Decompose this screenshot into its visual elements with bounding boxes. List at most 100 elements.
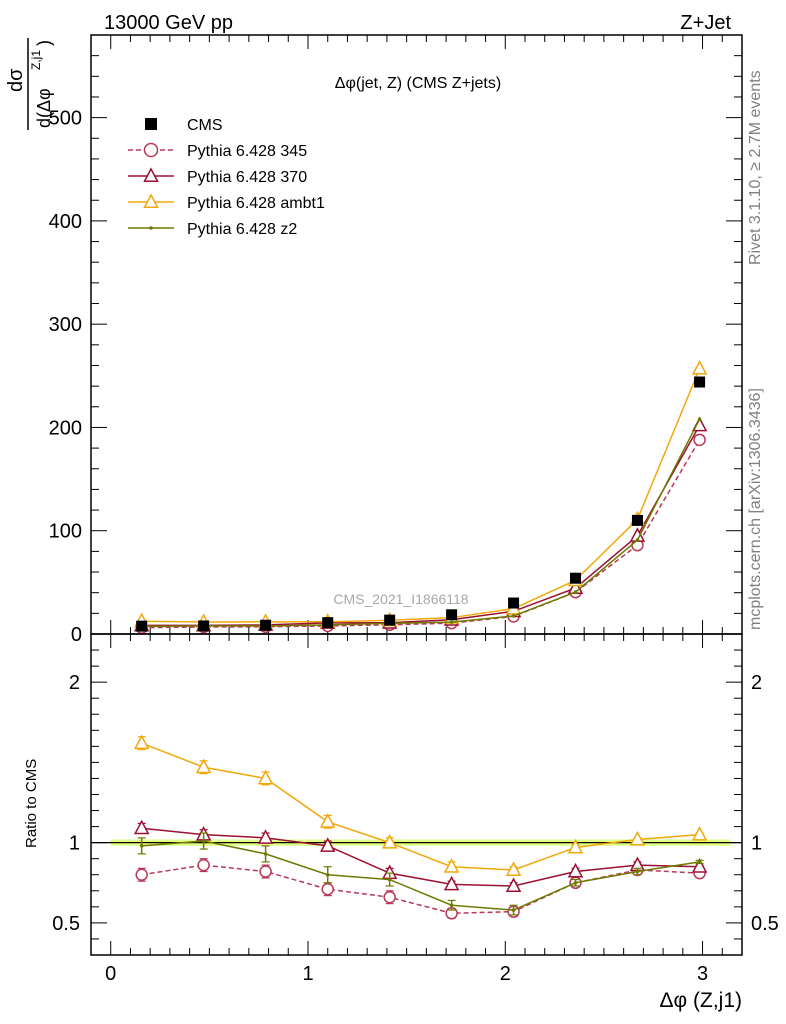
main-point-cms	[446, 609, 458, 621]
main-point-cms	[322, 617, 334, 629]
ratio-line-pythia-6-428-ambt1	[141, 742, 700, 871]
main-point-cms	[570, 572, 582, 584]
ratio-y-tick-label: 2	[69, 672, 80, 694]
ratio-point-pythia-6-428-z2	[387, 877, 392, 882]
ratio-point-pythia-6-428-370	[319, 837, 336, 852]
main-line-pythia-6-428-ambt1	[141, 368, 701, 623]
legend-label-pythia-6-428-345: Pythia 6.428 345	[187, 143, 307, 160]
legend-label-pythia-6-428-370: Pythia 6.428 370	[187, 169, 307, 186]
ratio-point-pythia-6-428-345	[383, 890, 396, 904]
ratio-y-tick-label: 0.5	[52, 913, 80, 935]
main-y-tick-label: 200	[49, 417, 82, 439]
main-point-cms	[508, 597, 520, 609]
main-ylabel: dσ d(Δφ Z,j1 )	[5, 38, 54, 130]
ratio-point-pythia-6-428-z2	[449, 903, 454, 908]
ratio-point-pythia-6-428-z2	[573, 880, 578, 885]
ratio-point-pythia-6-428-345	[259, 865, 272, 878]
ratio-y-tick-label-right: 1	[751, 833, 762, 855]
x-tick-label: 0	[105, 963, 116, 985]
main-point-cms	[136, 620, 148, 632]
ratio-panel: 0 1 2 3 0.5 0.5 1 1 2 2	[52, 633, 779, 985]
ratio-point-pythia-6-428-ambt1	[195, 758, 212, 774]
ratio-point-pythia-6-428-ambt1	[381, 834, 398, 849]
ratio-point-pythia-6-428-ambt1	[629, 830, 646, 846]
ratio-point-pythia-6-428-ambt1	[133, 734, 150, 750]
main-point-cms	[384, 614, 396, 626]
main-point-pythia-6-428-z2	[449, 620, 454, 624]
main-point-pythia-6-428-z2	[511, 614, 516, 618]
watermark: CMS_2021_I1866118	[333, 591, 468, 607]
main-ylabel-close: )	[34, 40, 54, 46]
main-point-cms	[694, 376, 706, 388]
main-line-pythia-6-428-345	[141, 439, 701, 629]
legend-marker-cms	[145, 118, 157, 130]
ratio-y-tick-label-right: 2	[751, 672, 762, 694]
main-point-cms	[631, 514, 643, 526]
main-point-cms	[198, 620, 210, 632]
main-point-pythia-6-428-z2	[573, 590, 578, 594]
header-process: Z+Jet	[680, 12, 731, 34]
main-point-cms	[260, 619, 272, 631]
ratio-point-pythia-6-428-370	[443, 875, 460, 891]
ratio-point-pythia-6-428-ambt1	[319, 813, 336, 828]
ratio-point-pythia-6-428-370	[567, 862, 584, 878]
ratio-line-pythia-6-428-370	[141, 827, 700, 887]
legend-label-pythia-6-428-ambt1: Pythia 6.428 ambt1	[187, 195, 325, 212]
ratio-point-pythia-6-428-370	[691, 858, 708, 873]
main-point-pythia-6-428-345	[693, 433, 706, 447]
mcplots-label: mcplots.cern.ch [arXiv:1306.3436]	[747, 388, 764, 630]
ratio-line-pythia-6-428-z2	[141, 840, 700, 911]
x-tick-label: 3	[697, 963, 708, 985]
legend-label-cms: CMS	[187, 117, 223, 134]
main-y-tick-label: 100	[49, 521, 82, 543]
ratio-point-pythia-6-428-z2	[325, 872, 330, 877]
ratio-ylabel: Ratio to CMS	[23, 759, 40, 848]
ratio-point-pythia-6-428-370	[505, 877, 522, 892]
main-point-pythia-6-428-z2	[697, 417, 702, 421]
ratio-point-pythia-6-428-345	[321, 882, 334, 896]
main-ylabel-superscript: Z,j1	[29, 50, 43, 70]
main-panel: 0 100 200 300 400 500	[49, 34, 743, 646]
ratio-point-pythia-6-428-345	[135, 868, 148, 881]
main-y-tick-label: 400	[49, 211, 82, 233]
x-tick-label: 2	[500, 963, 511, 985]
main-y-tick-label: 300	[49, 314, 82, 336]
main-ylabel-denominator: d(Δφ	[34, 88, 54, 128]
legend: CMS Pythia 6.428 345 Pythia 6.428 370 Pythi…	[128, 117, 325, 238]
chart-title: Δφ(jet, Z) (CMS Z+jets)	[335, 75, 501, 92]
legend-marker-pythia-6-428-345	[143, 142, 159, 158]
ratio-point-pythia-6-428-ambt1	[257, 769, 274, 785]
ratio-point-pythia-6-428-345	[197, 858, 210, 872]
legend-label-pythia-6-428-z2: Pythia 6.428 z2	[187, 221, 297, 238]
ratio-frame	[90, 633, 743, 956]
ratio-point-pythia-6-428-370	[133, 819, 150, 835]
xlabel: Δφ (Z,j1)	[660, 989, 742, 1012]
x-tick-label: 1	[302, 963, 313, 985]
rivet-label: Rivet 3.1.10, ≥ 2.7M events	[747, 70, 764, 265]
main-y-tick-label: 0	[71, 624, 82, 646]
ratio-point-pythia-6-428-z2	[697, 860, 702, 864]
ratio-point-pythia-6-428-z2	[635, 869, 640, 874]
main-ylabel-numerator: dσ	[5, 68, 27, 92]
ratio-point-pythia-6-428-z2	[511, 908, 516, 912]
ratio-point-pythia-6-428-z2	[139, 844, 144, 848]
ratio-y-tick-label: 1	[69, 833, 80, 855]
main-point-pythia-6-428-z2	[635, 538, 640, 542]
legend-marker-pythia-6-428-z2	[149, 226, 153, 230]
ratio-point-pythia-6-428-ambt1	[691, 826, 708, 841]
ratio-point-pythia-6-428-ambt1	[443, 858, 460, 873]
main-point-pythia-6-428-ambt1	[691, 359, 708, 375]
ratio-point-pythia-6-428-ambt1	[567, 838, 584, 854]
ratio-line-pythia-6-428-345	[141, 864, 700, 915]
ratio-y-tick-label-right: 0.5	[751, 913, 779, 935]
legend-marker-pythia-6-428-ambt1	[143, 193, 159, 209]
ratio-point-pythia-6-428-z2	[201, 839, 206, 843]
main-line-pythia-6-428-z2	[141, 418, 701, 628]
ratio-point-pythia-6-428-370	[257, 829, 274, 844]
main-y-tick-label: 500	[49, 108, 82, 130]
header-energy: 13000 GeV pp	[104, 12, 233, 34]
ratio-point-pythia-6-428-ambt1	[505, 861, 522, 876]
legend-marker-pythia-6-428-370	[143, 167, 159, 183]
ratio-point-pythia-6-428-z2	[263, 852, 268, 856]
